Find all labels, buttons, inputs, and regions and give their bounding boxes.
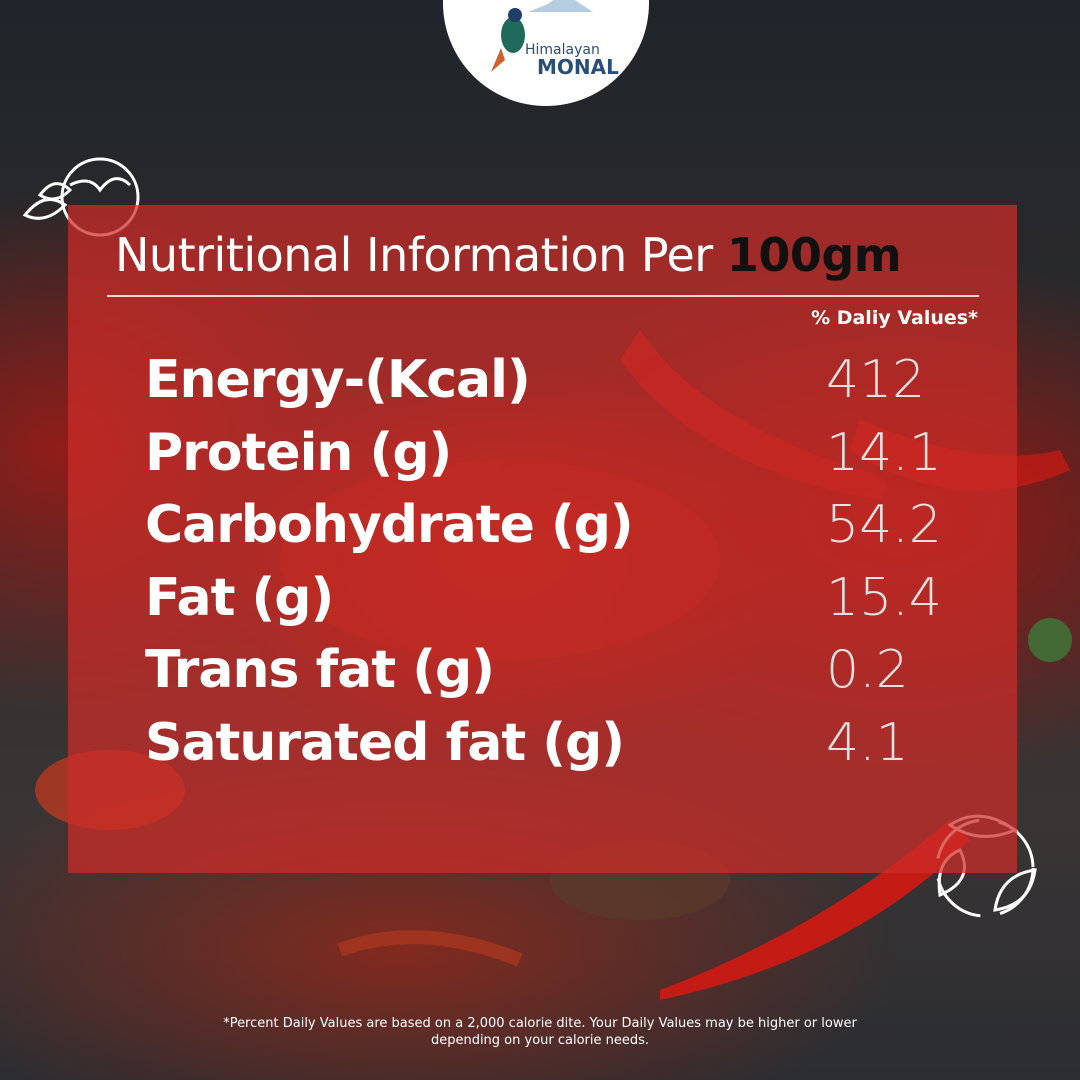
footnote-line: *Percent Daily Values are based on a 2,0… [223,1016,857,1031]
nutrient-value: 412 [826,350,926,410]
nutrient-value: 54.2 [826,495,942,555]
nutrient-value: 15.4 [826,567,942,628]
footnote-line: depending on your calorie needs. [430,1033,650,1048]
nutrient-value: 4.1 [826,712,909,773]
title-highlight: 100gm [726,228,902,282]
title-text: Nutritional Information Per [115,228,727,282]
nutrient-value: 0.2 [826,640,909,700]
nutrient-name: Fat (g) [145,567,334,628]
logo-bird [491,0,593,72]
divider [107,295,979,297]
nutrient-row: Protein (g) 14.1 [145,423,945,495]
nutrient-row: Carbohydrate (g) 54.2 [145,495,945,567]
nutrient-name: Carbohydrate (g) [145,495,634,555]
nutrient-value: 14.1 [826,422,942,483]
title: Nutritional Information Per 100gm [115,228,902,282]
column-header: % Daliy Values* [811,307,978,329]
logo: Himalayan MONAL [443,0,649,106]
nutrient-row: Fat (g) 15.4 [145,568,945,640]
info-panel [68,205,1017,873]
logo-text: MONAL [537,55,619,79]
nutrient-row: Energy-(Kcal) 412 [145,350,945,422]
logo-text: Himalayan [525,42,600,58]
nutrient-name: Saturated fat (g) [145,712,625,773]
nutrient-row: Trans fat (g) 0.2 [145,640,945,712]
nutrient-name: Protein (g) [145,422,452,483]
nutrient-row: Saturated fat (g) 4.1 [145,713,945,785]
nutrient-name: Trans fat (g) [145,640,495,700]
nutrient-name: Energy-(Kcal) [145,350,531,410]
footnote: *Percent Daily Values are based on a 2,0… [0,1015,1080,1049]
